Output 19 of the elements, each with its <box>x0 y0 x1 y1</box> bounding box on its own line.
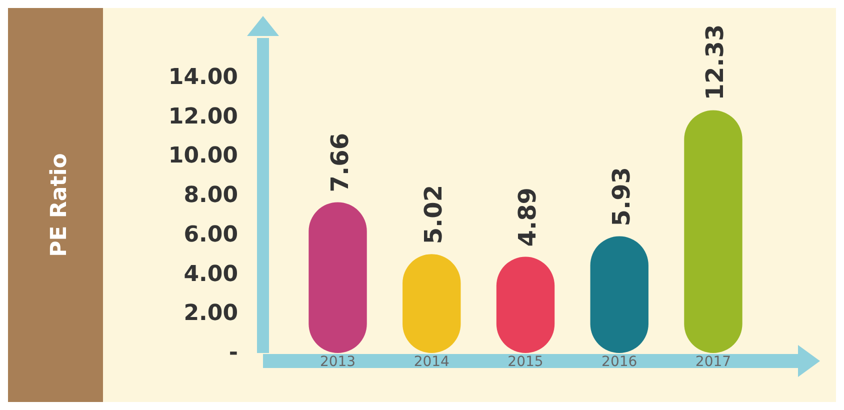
data-label: 5.02 <box>420 184 448 244</box>
data-label: 5.93 <box>607 167 636 226</box>
y-tick-label: - <box>228 340 238 366</box>
data-label: 12.33 <box>701 24 730 100</box>
y-tick-label: 8.00 <box>184 183 238 208</box>
x-tick-label: 2015 <box>508 354 544 370</box>
data-label: 4.89 <box>514 188 542 247</box>
y-tick-label: 6.00 <box>184 222 238 248</box>
x-tick-label: 2013 <box>320 354 356 370</box>
y-tick-label: 10.00 <box>168 144 238 169</box>
y-tick-label: 12.00 <box>168 104 238 130</box>
y-tick-label: 2.00 <box>184 301 238 326</box>
x-tick-label: 2014 <box>414 354 450 370</box>
y-tick-label: 4.00 <box>184 262 238 287</box>
y-tick-label: 14.00 <box>168 64 238 90</box>
data-label: 7.66 <box>326 132 354 192</box>
x-tick-label: 2016 <box>602 354 638 370</box>
y-axis-title: PE Ratio <box>47 153 72 257</box>
x-tick-label: 2017 <box>695 354 732 370</box>
